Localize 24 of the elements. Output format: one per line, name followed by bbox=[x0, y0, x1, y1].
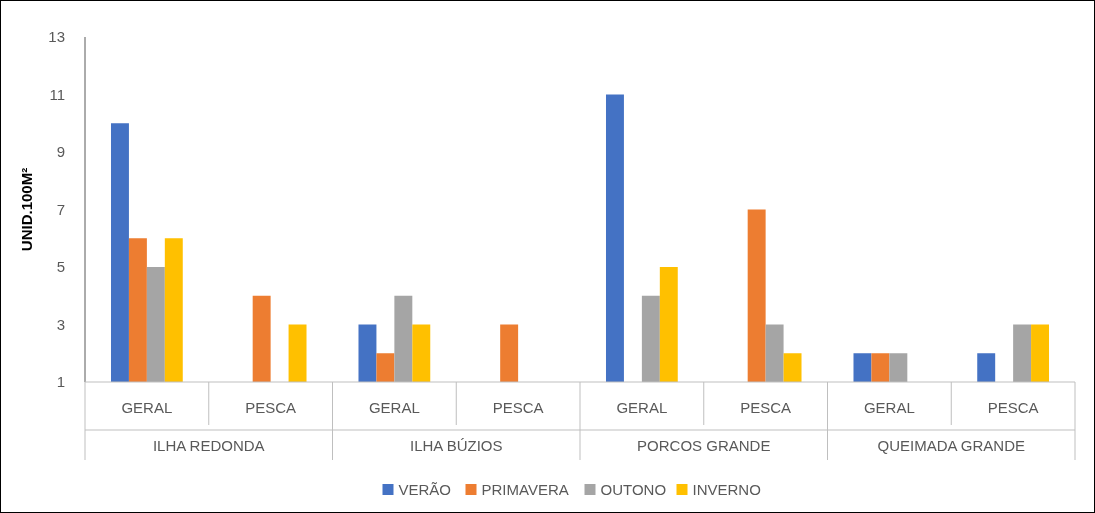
text: PORCOS GRANDE bbox=[637, 437, 771, 454]
x-tick-label: PESCA bbox=[492, 399, 544, 416]
y-tick-label: 13 bbox=[48, 28, 65, 46]
y-tick-label: 7 bbox=[56, 200, 65, 218]
legend-label: OUTONO bbox=[600, 481, 667, 499]
text: ILHA BÚZIOS bbox=[409, 437, 503, 454]
y-tick-label: 3 bbox=[56, 315, 65, 333]
y-tick-label: 5 bbox=[56, 258, 65, 276]
y-axis-title: UNID.100M² bbox=[18, 167, 35, 252]
legend-label: VERÃO bbox=[398, 481, 452, 499]
y-tick-label: 9 bbox=[56, 143, 65, 161]
text: QUEIMADA GRANDE bbox=[877, 437, 1026, 454]
legend-label: PRIMAVERA bbox=[481, 481, 569, 499]
y-tick-label: 11 bbox=[49, 85, 65, 103]
x-tick-label: PESCA bbox=[245, 399, 297, 416]
legend-label: INVERNO bbox=[692, 481, 761, 499]
text: ILHA REDONDA bbox=[152, 437, 265, 454]
x-tick-label: PESCA bbox=[740, 399, 792, 416]
x-tick-label: PESCA bbox=[987, 399, 1039, 416]
x-tick-label: GERAL bbox=[616, 399, 668, 416]
y-tick-label: 1 bbox=[56, 373, 65, 391]
x-tick-label: GERAL bbox=[863, 399, 915, 416]
x-tick-label: GERAL bbox=[368, 399, 420, 416]
x-tick-label: GERAL bbox=[121, 399, 173, 416]
